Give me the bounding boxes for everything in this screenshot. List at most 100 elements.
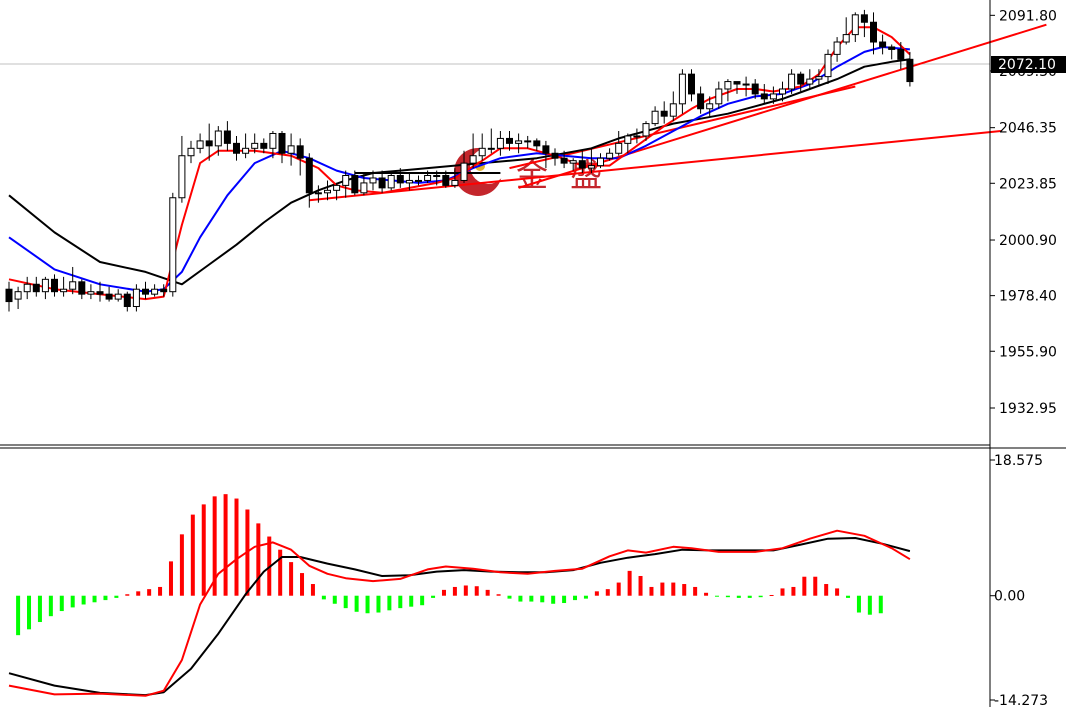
macd-histogram-bar bbox=[420, 595, 425, 606]
candle bbox=[733, 81, 741, 94]
macd-histogram-bar bbox=[332, 595, 337, 604]
candle bbox=[478, 133, 486, 161]
candle bbox=[405, 173, 413, 191]
candle bbox=[233, 135, 240, 161]
candle bbox=[160, 284, 168, 297]
macd-histogram-bar bbox=[463, 585, 468, 596]
candle bbox=[351, 170, 359, 196]
candle bbox=[5, 281, 13, 312]
macd-histogram-bar bbox=[103, 595, 108, 601]
macd-histogram-bar bbox=[540, 595, 545, 603]
price-tick-label: 2000.90 bbox=[999, 233, 1057, 249]
candle bbox=[851, 12, 859, 43]
macd-histogram-bar bbox=[758, 595, 763, 598]
candle bbox=[751, 79, 759, 99]
candle bbox=[797, 71, 805, 92]
macd-histogram-bar bbox=[431, 595, 436, 598]
macd-histogram-bar bbox=[289, 562, 294, 596]
price-tick-label: 1932.95 bbox=[999, 401, 1057, 417]
candle bbox=[51, 274, 58, 297]
candle bbox=[651, 106, 659, 127]
candle bbox=[533, 138, 541, 151]
candle bbox=[396, 168, 404, 188]
macd-histogram-bar bbox=[627, 570, 632, 596]
price-panel bbox=[0, 9, 1047, 312]
candle bbox=[660, 101, 668, 124]
macd-histogram-bar bbox=[409, 595, 414, 607]
trend-line bbox=[309, 130, 1001, 202]
candle bbox=[305, 153, 313, 208]
candle bbox=[132, 284, 140, 312]
macd-histogram-bar bbox=[343, 595, 348, 609]
trend-line bbox=[509, 85, 856, 170]
candle bbox=[542, 140, 550, 169]
candle bbox=[606, 148, 614, 161]
macd-tick-label: 0.00 bbox=[994, 589, 1025, 605]
price-tick-label: 2046.35 bbox=[999, 121, 1057, 137]
macd-histogram-bar bbox=[398, 595, 403, 609]
candle bbox=[715, 81, 723, 109]
candle bbox=[214, 126, 222, 156]
candle bbox=[669, 91, 677, 122]
trend-line bbox=[518, 23, 1047, 189]
candle bbox=[442, 170, 450, 188]
current-price-marker: 2072.10 bbox=[991, 56, 1066, 73]
macd-histogram-bar bbox=[813, 576, 818, 596]
candle bbox=[633, 128, 641, 144]
price-tick-label: 1978.40 bbox=[999, 289, 1057, 305]
macd-histogram-bar bbox=[485, 589, 490, 596]
candle bbox=[506, 131, 513, 151]
candle bbox=[460, 150, 468, 183]
macd-histogram-bar bbox=[835, 588, 840, 596]
candle bbox=[114, 289, 122, 302]
candle bbox=[123, 291, 131, 312]
macd-histogram-bar bbox=[660, 582, 665, 596]
candle bbox=[314, 185, 322, 203]
candle bbox=[833, 37, 841, 62]
macd-histogram-bar bbox=[321, 595, 326, 600]
candle bbox=[560, 150, 568, 169]
candle bbox=[60, 276, 68, 297]
macd-histogram-bar bbox=[92, 595, 97, 603]
price-tick-label: 1955.90 bbox=[999, 344, 1057, 360]
macd-histogram-bar bbox=[638, 575, 643, 596]
macd-histogram-bar bbox=[780, 588, 785, 596]
macd-histogram-bar bbox=[300, 573, 305, 596]
macd-histogram-bar bbox=[70, 595, 75, 608]
candle bbox=[151, 284, 159, 297]
macd-histogram-bar bbox=[168, 561, 173, 596]
candle bbox=[760, 84, 768, 104]
candle bbox=[251, 133, 259, 154]
macd-histogram-bar bbox=[605, 589, 610, 596]
macd-histogram-bar bbox=[573, 595, 578, 601]
candle bbox=[269, 131, 277, 159]
price-axis: 2091.802069.302046.352023.852000.901978.… bbox=[990, 8, 1057, 417]
macd-histogram-bar bbox=[671, 582, 676, 596]
macd-histogram-bar bbox=[594, 591, 599, 596]
candle bbox=[769, 86, 777, 104]
candle bbox=[378, 170, 386, 193]
macd-histogram-bar bbox=[791, 586, 796, 596]
candle bbox=[779, 81, 786, 102]
macd-histogram-bar bbox=[387, 595, 392, 611]
candle bbox=[178, 135, 186, 203]
macd-histogram-bar bbox=[125, 594, 130, 596]
candle bbox=[624, 133, 632, 154]
candle bbox=[870, 12, 877, 55]
macd-histogram-bar bbox=[562, 595, 567, 604]
candle bbox=[742, 76, 750, 97]
candle bbox=[360, 173, 368, 196]
macd-histogram-bar bbox=[256, 523, 261, 596]
macd-histogram-bar bbox=[474, 586, 479, 596]
macd-histogram-bar bbox=[16, 595, 21, 636]
candle bbox=[205, 123, 213, 161]
candle bbox=[587, 148, 595, 174]
candle bbox=[515, 133, 523, 154]
macd-axis: 18.575 0.00 -14.273 bbox=[990, 453, 1048, 707]
candle bbox=[333, 182, 341, 201]
macd-histogram-bar bbox=[201, 504, 206, 596]
candle bbox=[96, 281, 104, 302]
macd-panel bbox=[8, 494, 911, 697]
candle bbox=[597, 153, 604, 169]
candle bbox=[469, 133, 477, 169]
